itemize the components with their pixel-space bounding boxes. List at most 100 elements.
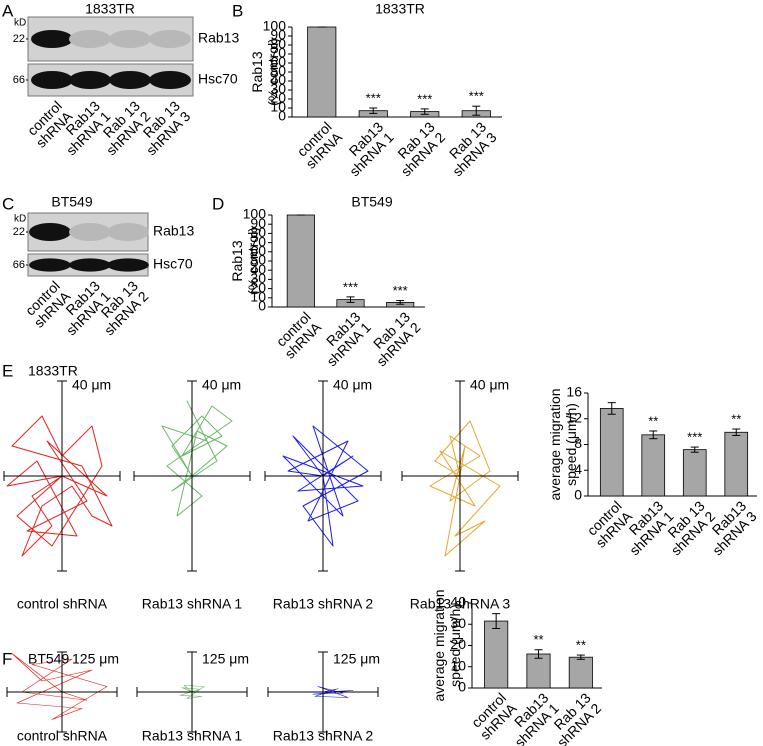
y-tick-label: 20 (250, 279, 266, 295)
bar (307, 26, 337, 118)
blot-band (69, 258, 111, 272)
y-tick-label: 10 (270, 99, 286, 115)
tracks-title: 1833TR (28, 363, 78, 379)
blot-band (69, 30, 111, 48)
bar (682, 449, 707, 497)
track-label: Rab13 shRNA 1 (142, 728, 243, 744)
y-tick-label: 60 (250, 243, 266, 259)
y-axis-label: Rab13(% control) (249, 38, 281, 106)
y-tick-label: 80 (250, 224, 266, 240)
y-tick-label: 10 (250, 289, 266, 305)
y-tick-label: 90 (250, 215, 266, 231)
panel-label: C (2, 194, 14, 213)
significance: *** (687, 430, 702, 445)
cell-tracks (179, 685, 205, 699)
scale-label: 40 μm (72, 377, 111, 393)
significance: *** (343, 279, 358, 294)
blot-title: 1833TR (85, 1, 135, 17)
band-label: Hsc70 (153, 256, 193, 272)
x-tick-label: Rab 13shRNA 2 (363, 308, 424, 369)
panel-label: D (212, 194, 224, 213)
blot-band (109, 71, 151, 89)
y-tick-label: 8 (574, 435, 582, 451)
significance: ** (731, 411, 741, 426)
y-tick-label: 70 (250, 233, 266, 249)
bar (568, 656, 593, 689)
bar (484, 620, 509, 689)
y-tick-label: 100 (243, 206, 267, 222)
y-tick-label: 0 (574, 487, 582, 503)
band-label: Rab13 (198, 30, 239, 46)
y-tick-label: 80 (270, 36, 286, 52)
significance: *** (469, 89, 484, 104)
cell-tracks (6, 415, 113, 557)
track-label: control shRNA (17, 728, 108, 744)
y-tick-label: 12 (566, 409, 582, 425)
y-axis-label-line: Rab13 (229, 240, 245, 281)
y-tick-label: 40 (450, 594, 466, 610)
bar (286, 214, 315, 308)
y-tick-label: 0 (278, 108, 286, 124)
y-tick-label: 0 (258, 298, 266, 314)
scale-label: 40 μm (470, 377, 509, 393)
blot-band (109, 30, 151, 48)
y-tick-label: 16 (566, 384, 582, 400)
band-label: Rab13 (153, 223, 194, 239)
y-axis-label-line: average migration (431, 589, 447, 701)
y-tick-label: 30 (270, 81, 286, 97)
scale-label: 40 μm (333, 377, 372, 393)
y-tick-label: 40 (250, 261, 266, 277)
y-tick-label: 20 (450, 636, 466, 652)
scale-label: 125 μm (202, 651, 249, 667)
y-axis-label-line: (% control) (245, 227, 261, 295)
x-tick-label: Rab13shRNA 1 (313, 308, 374, 369)
panel-label: A (2, 1, 14, 20)
scale-label: 125 μm (72, 651, 119, 667)
y-tick-label: 100 (263, 18, 287, 34)
y-tick-label: 70 (270, 45, 286, 61)
panel-label: E (2, 361, 13, 380)
chart-title: 1833TR (375, 1, 425, 17)
x-tick-label: Rab13shRNA 1 (336, 118, 397, 179)
lane-label: Rab 13shRNA 3 (132, 97, 193, 158)
x-tick-label: controlshRNA (466, 689, 520, 743)
y-tick-label: 20 (270, 90, 286, 106)
y-axis-label-line: average migration (547, 388, 563, 500)
mw-marker: 66 (13, 259, 25, 271)
cell-tracks (429, 420, 501, 557)
blot-band (31, 30, 73, 48)
y-tick-label: 50 (250, 252, 266, 268)
blot-band (149, 71, 191, 89)
blot-title: BT549 (51, 194, 92, 210)
kd-label: kD (14, 18, 26, 29)
x-tick-label: Rab 13shRNA 2 (387, 118, 448, 179)
track-label: Rab13 shRNA 2 (273, 728, 374, 744)
y-tick-label: 50 (270, 63, 286, 79)
blot-band (69, 223, 111, 241)
y-axis-label: average migrationspeed (μm/h) (431, 589, 463, 701)
y-axis-label: Rab13(% control) (229, 227, 261, 295)
blot-band (107, 223, 149, 241)
panel-label: B (232, 1, 243, 20)
tracks-title: BT549 (28, 651, 69, 667)
y-tick-label: 60 (270, 54, 286, 70)
mw-marker: 22 (13, 226, 25, 238)
bar (724, 431, 749, 497)
bar (526, 653, 551, 689)
mw-marker: 66 (13, 74, 25, 86)
y-axis-label-line: Rab13 (249, 51, 265, 92)
band-label: Hsc70 (198, 71, 238, 87)
blot-band (107, 258, 149, 272)
blot-band (29, 223, 71, 241)
y-tick-label: 90 (270, 27, 286, 43)
significance: *** (393, 283, 408, 298)
track-label: control shRNA (17, 596, 108, 612)
significance: ** (576, 638, 586, 653)
x-tick-label: Rab 13shRNA 3 (439, 118, 500, 179)
cell-tracks (161, 400, 233, 517)
blot-band (69, 71, 111, 89)
track-label: Rab13 shRNA 3 (410, 596, 511, 612)
significance: ** (533, 632, 543, 647)
y-tick-label: 30 (250, 270, 266, 286)
